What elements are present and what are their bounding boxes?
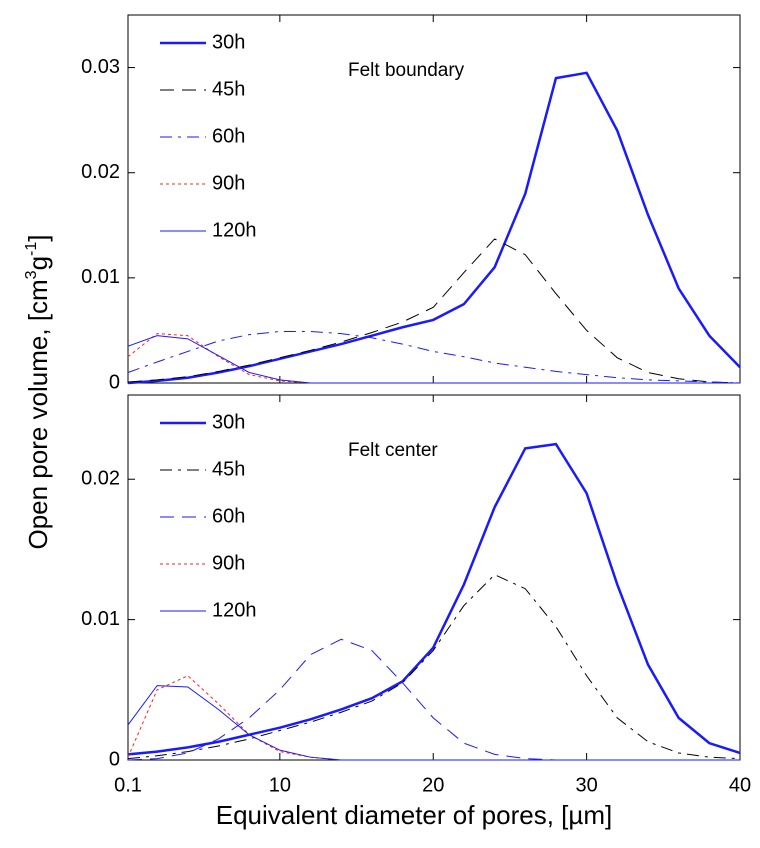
legend-label: 30h: [212, 31, 245, 53]
y-axis-label-part: -1: [23, 242, 40, 256]
legend-label: 60h: [212, 505, 245, 527]
y-tick-label: 0.01: [81, 608, 120, 630]
legend-label: 90h: [212, 552, 245, 574]
legend-label: 120h: [212, 599, 257, 621]
series-line: [127, 335, 740, 384]
series-line: [127, 238, 741, 384]
x-tick-label: 10: [269, 774, 291, 796]
legend-label: 45h: [212, 458, 245, 480]
x-tick-label: 30: [575, 774, 597, 796]
y-axis-label-part: ]: [23, 234, 53, 241]
legend-label: 45h: [212, 78, 245, 100]
x-tick-label: 20: [422, 774, 444, 796]
x-tick-label: 0.1: [114, 774, 142, 796]
y-tick-label: 0.02: [81, 161, 120, 183]
series-line: [127, 638, 740, 761]
y-tick-label: 0.01: [81, 266, 120, 288]
series-line: [127, 330, 741, 384]
annotation: Felt boundary: [348, 60, 465, 81]
x-tick-label: 40: [729, 774, 751, 796]
series-line: [127, 685, 740, 761]
y-tick-label: 0: [109, 371, 120, 393]
y-axis-label: Open pore volume, [cm3g-1]: [23, 234, 53, 549]
y-axis-label-part: Open pore volume, [cm: [23, 279, 53, 549]
y-tick-label: 0: [109, 748, 120, 770]
y-tick-label: 0.02: [81, 468, 120, 490]
series-line: [127, 333, 740, 384]
legend-label: 90h: [212, 172, 245, 194]
series-line: [127, 442, 741, 756]
series-line: [127, 71, 741, 385]
y-axis-label-part: g: [23, 256, 53, 270]
annotation: Felt center: [348, 440, 438, 461]
legend-label: 120h: [212, 219, 257, 241]
series-line: [127, 574, 741, 760]
y-tick-label: 0.03: [81, 56, 120, 78]
legend-label: 60h: [212, 125, 245, 147]
legend-label: 30h: [212, 411, 245, 433]
x-axis-label: Equivalent diameter of pores, [µm]: [216, 800, 613, 830]
y-axis-label-part: 3: [23, 270, 40, 279]
series-line: [127, 675, 740, 761]
